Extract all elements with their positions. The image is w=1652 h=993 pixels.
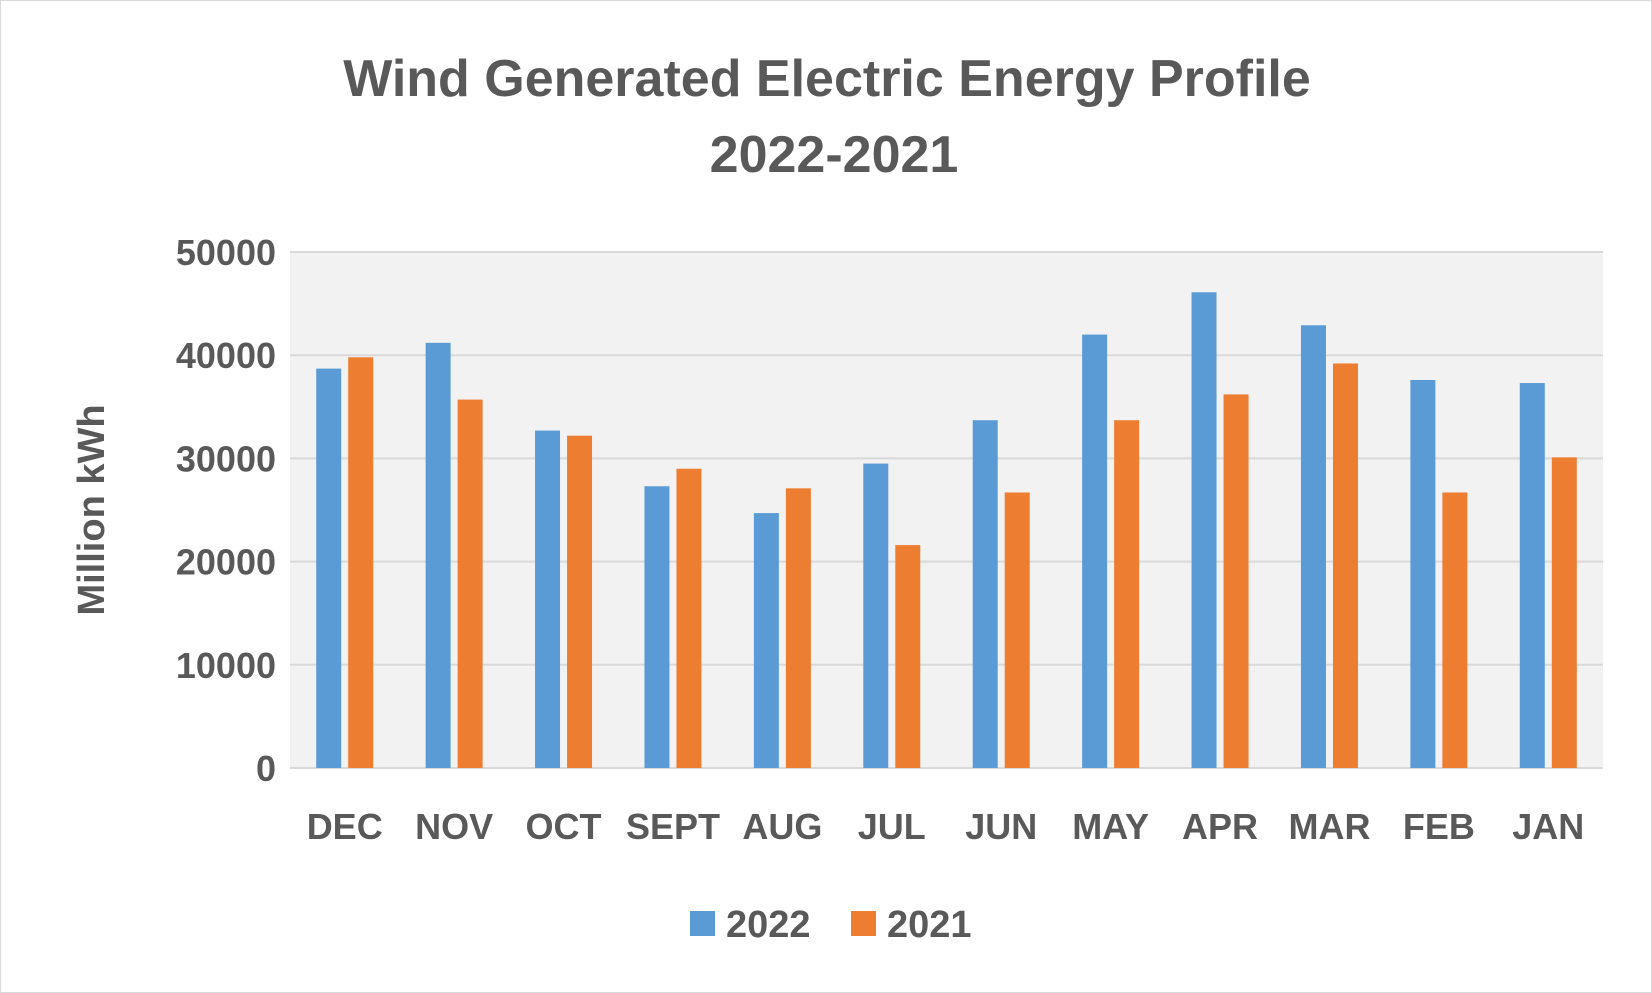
chart-title-line2: 2022-2021: [710, 126, 959, 184]
bar-2022-may: [1082, 334, 1108, 768]
legend: 2022 2021: [690, 904, 972, 946]
x-tick-label: MAR: [1288, 806, 1370, 847]
legend-label-2022: 2022: [726, 904, 811, 946]
bar-2022-jan: [1519, 383, 1545, 768]
x-tick-label: JAN: [1512, 806, 1584, 847]
y-tick-label: 50000: [176, 232, 276, 273]
bar-2021-mar: [1332, 363, 1358, 768]
plot-area: [290, 252, 1603, 768]
bar-2022-apr: [1191, 292, 1217, 768]
y-tick-label: 30000: [176, 438, 276, 479]
bar-2021-dec: [348, 357, 374, 768]
x-tick-label: MAY: [1072, 806, 1149, 847]
bar-2022-jun: [972, 420, 998, 768]
bars: [316, 292, 1577, 768]
bar-2022-jul: [863, 463, 889, 768]
y-tick-label: 0: [256, 748, 276, 789]
bar-2021-nov: [457, 399, 483, 768]
bar-2022-oct: [535, 430, 561, 768]
bar-2021-sept: [676, 468, 702, 768]
bar-2022-dec: [316, 368, 342, 768]
x-tick-label: DEC: [307, 806, 383, 847]
x-tick-label: OCT: [526, 806, 602, 847]
x-axis-ticks: DEC NOV OCT SEPT AUG JUL JUN MAY APR MAR FEB JAN: [307, 806, 1585, 847]
y-tick-label: 20000: [176, 542, 276, 583]
gridlines: [290, 251, 1603, 769]
bar-2022-sept: [644, 486, 670, 768]
bar-2021-feb: [1442, 492, 1468, 768]
x-tick-label: SEPT: [626, 806, 720, 847]
bar-2022-mar: [1300, 325, 1326, 768]
bar-2021-jan: [1551, 457, 1577, 768]
bar-2022-nov: [425, 342, 451, 768]
y-axis-ticks: 0 10000 20000 30000 40000 50000: [176, 232, 276, 789]
x-tick-label: JUN: [965, 806, 1037, 847]
legend-swatch-2021: [851, 911, 876, 936]
bar-2021-jul: [895, 545, 921, 768]
y-tick-label: 40000: [176, 335, 276, 376]
y-axis-label: Million kWh: [71, 404, 113, 615]
x-tick-label: FEB: [1403, 806, 1475, 847]
x-tick-label: AUG: [742, 806, 822, 847]
bar-2021-oct: [567, 435, 593, 768]
bar-2021-jun: [1004, 492, 1030, 768]
legend-label-2021: 2021: [887, 904, 972, 946]
chart-title-line1: Wind Generated Electric Energy Profile: [343, 50, 1311, 108]
legend-swatch-2022: [690, 911, 715, 936]
bar-2022-aug: [753, 513, 779, 768]
x-tick-label: JUL: [858, 806, 926, 847]
x-tick-label: APR: [1182, 806, 1258, 847]
y-tick-label: 10000: [176, 645, 276, 686]
bar-2022-feb: [1410, 379, 1436, 768]
bar-2021-may: [1114, 420, 1140, 768]
bar-2021-aug: [785, 488, 811, 768]
bar-2021-apr: [1223, 394, 1249, 768]
x-tick-label: NOV: [415, 806, 493, 847]
